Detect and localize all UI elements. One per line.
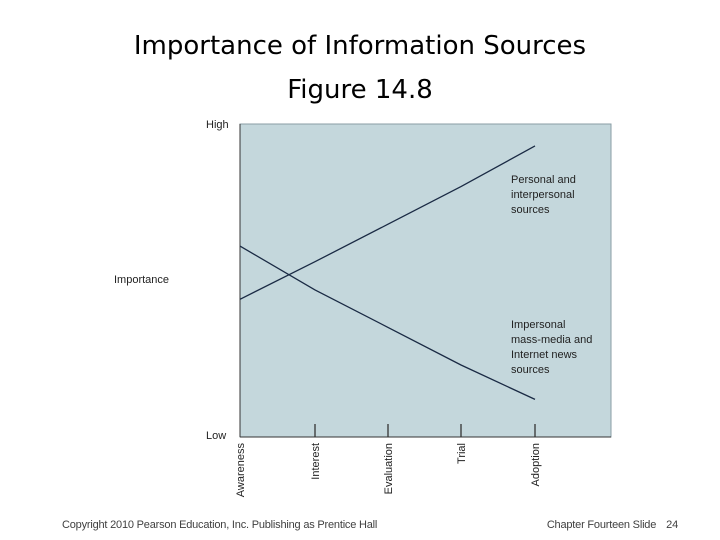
figure-number: Figure 14.8 [287,75,433,105]
page-number: 24 [666,519,678,531]
x-ticks [314,424,536,437]
series-line-1 [239,145,536,300]
x-tick-label: Interest [310,443,322,480]
chapter-label: Chapter Fourteen Slide [546,519,657,531]
x-tick-label: Awareness [235,443,247,498]
series-line-2 [239,245,536,400]
y-low-label: Low [206,430,226,442]
x-tick-label: Trial [456,443,468,464]
slide-footer: Chapter Fourteen Slide 24 [547,518,678,532]
y-axis-label: Importance [114,274,169,286]
series-lines [239,145,536,400]
x-tick-label: Evaluation [383,443,395,494]
copyright-footer: Copyright 2010 Pearson Education, Inc. P… [62,519,378,531]
series-labels: Personal and interpersonal sources Imperson… [511,174,592,376]
y-high-label: High [206,119,229,131]
slide-title: Importance of Information Sources [133,31,587,61]
x-tick-label: Adoption [530,443,542,486]
x-tick-labels: Awareness Interest Evaluation Trial Adoption [235,443,542,498]
series-label-1: Personal and interpersonal sources [511,174,576,216]
plot-area [239,123,612,438]
series-label-2: Impersonal mass-media and Internet news sou… [511,319,592,376]
